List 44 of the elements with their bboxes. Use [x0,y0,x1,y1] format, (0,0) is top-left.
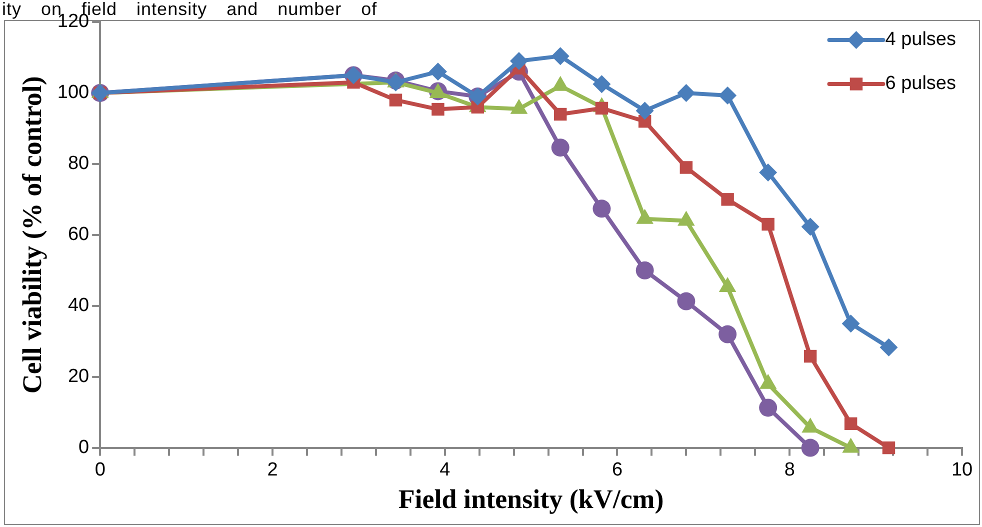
y-tick-label: 60 [68,224,90,246]
y-tick-label: 40 [68,295,90,316]
point [762,218,774,231]
point [801,438,820,457]
legend-label: 6 pulses [885,73,956,94]
point [804,350,817,363]
point [718,325,737,344]
point [718,86,737,104]
y-tick-label: 100 [57,82,90,104]
point [636,102,654,120]
legend-label: 4 pulses [885,29,956,50]
point [842,314,860,333]
point [551,138,570,157]
point [592,75,611,94]
point [636,261,654,280]
point [759,163,778,182]
y-tick-label: 0 [78,437,90,458]
y-tick-label: 20 [68,366,90,388]
point [677,292,696,310]
point [592,200,611,218]
point [759,398,778,417]
point [844,417,858,430]
point [551,47,570,66]
point [677,84,696,102]
y-tick-label: 80 [68,153,90,174]
x-tick-label: 6 [612,459,623,480]
point [801,218,820,236]
point [428,62,447,81]
point [510,52,528,70]
point [680,161,693,174]
point [721,193,734,206]
x-tick-label: 8 [784,459,795,480]
x-tick-label: 10 [951,459,973,480]
point [882,441,896,454]
point [554,108,567,121]
point [595,102,608,115]
y-axis-title: Cell viability (% of control) [17,76,48,394]
x-tick-label: 4 [440,459,451,480]
point [880,338,898,356]
x-axis-title: Field intensity (kV/cm) [398,484,664,514]
x-tick-label: 2 [267,459,278,480]
x-tick-label: 0 [94,459,106,480]
point [389,94,402,106]
point [432,102,444,116]
